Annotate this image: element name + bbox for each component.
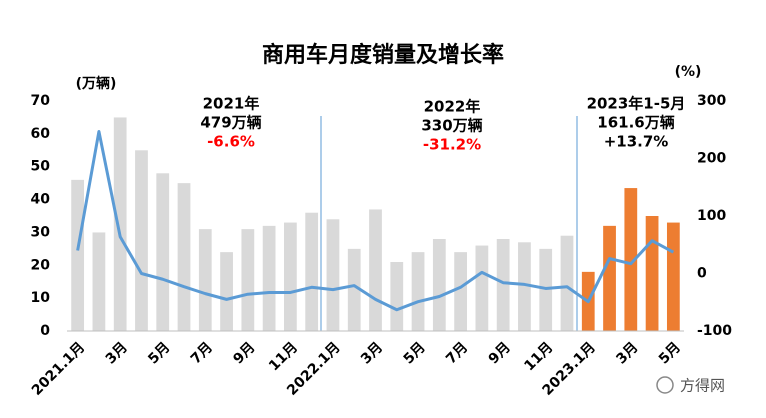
bar xyxy=(390,262,404,331)
line xyxy=(76,129,675,312)
bar xyxy=(305,212,319,331)
x-tick-label: 2021.1月 xyxy=(29,339,88,398)
x-tick-label: 11月 xyxy=(266,339,301,374)
y-tick-label: 70 xyxy=(31,93,51,109)
x-tick-label: 3月 xyxy=(613,339,641,367)
bar xyxy=(284,222,297,331)
bar xyxy=(411,252,425,331)
bar xyxy=(92,232,106,331)
bar xyxy=(135,150,148,331)
y2-tick-label: 300 xyxy=(697,93,726,109)
x-tick-label: 7月 xyxy=(188,339,216,367)
x-tick-label: 5月 xyxy=(145,339,173,367)
bar xyxy=(113,117,127,331)
y-tick-label: 30 xyxy=(31,224,51,240)
bar xyxy=(518,242,531,331)
annotation: 161.6万辆 xyxy=(597,114,674,132)
bar xyxy=(198,229,212,331)
y-tick-label: 50 xyxy=(31,159,51,175)
bar xyxy=(220,252,233,331)
y-tick-label: 20 xyxy=(31,257,51,273)
annotation: 330万辆 xyxy=(421,117,482,135)
bar xyxy=(666,222,680,331)
y2-tick-label: -100 xyxy=(697,323,732,339)
chart-title: 商用车月度销量及增长率 xyxy=(262,42,504,68)
x-tick-label: 3月 xyxy=(103,339,131,367)
bar xyxy=(156,173,170,331)
x-tick-label: 9月 xyxy=(230,339,258,367)
annotation: -31.2% xyxy=(423,136,481,154)
y-tick-label: 0 xyxy=(40,323,50,339)
x-tick-label: 9月 xyxy=(486,339,514,367)
annotation: 2023年1-5月 xyxy=(587,95,686,113)
x-tick-label: 7月 xyxy=(443,339,471,367)
y-tick-label: 60 xyxy=(31,126,51,142)
bar xyxy=(262,225,276,331)
bar xyxy=(560,235,574,331)
annotation: +13.7% xyxy=(604,133,669,151)
y2-tick-label: 0 xyxy=(697,266,707,282)
x-tick-label: 11月 xyxy=(521,339,556,374)
bar xyxy=(475,245,489,331)
x-tick-label: 3月 xyxy=(358,339,386,367)
annotation: -6.6% xyxy=(207,133,255,151)
annotation: 2021年 xyxy=(203,95,260,113)
bar xyxy=(496,239,510,331)
bar xyxy=(603,225,616,331)
x-tick-label: 5月 xyxy=(401,339,429,367)
bar xyxy=(71,179,85,331)
bar xyxy=(177,183,191,331)
bar xyxy=(454,252,467,331)
y2-axis-label: (%) xyxy=(675,64,702,80)
y2-tick-label: 200 xyxy=(697,151,726,167)
bar xyxy=(326,219,340,331)
watermark-icon xyxy=(656,376,674,394)
watermark: 方得网 xyxy=(680,377,725,395)
bar xyxy=(624,188,638,331)
x-tick-label: 5月 xyxy=(656,339,684,367)
y-axis-label: (万辆) xyxy=(76,75,117,92)
bar xyxy=(432,239,446,331)
bar xyxy=(369,209,382,331)
annotation: 479万辆 xyxy=(200,114,261,132)
y-tick-label: 10 xyxy=(31,290,51,306)
y-tick-label: 40 xyxy=(31,192,51,208)
annotation: 2022年 xyxy=(424,98,481,116)
bar xyxy=(347,248,361,331)
y2-tick-label: 100 xyxy=(697,208,726,224)
bar xyxy=(645,216,659,331)
bar xyxy=(241,229,255,331)
